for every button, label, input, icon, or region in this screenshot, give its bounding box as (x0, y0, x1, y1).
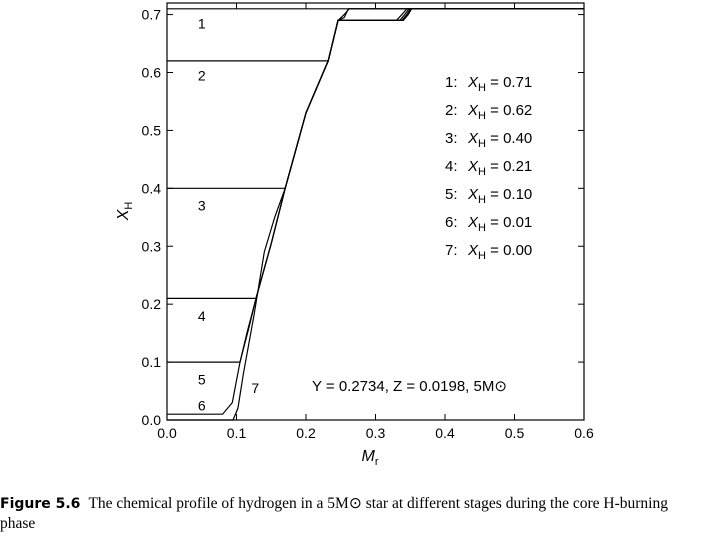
y-axis-label: XH (115, 202, 135, 222)
legend-number: 5: (445, 186, 458, 203)
legend-number: 4: (445, 158, 458, 175)
x-tick-label: 0.2 (296, 425, 316, 441)
curve-label-7: 7 (251, 380, 259, 396)
curve-labels: 1 2 3 4 5 6 7 (198, 15, 260, 413)
series-line-6 (167, 8, 584, 415)
caption-text: The chemical profile of hydrogen in a 5M… (0, 495, 668, 532)
plot-frame (166, 2, 585, 421)
curve-label-6: 6 (198, 398, 206, 414)
x-tick-label: 0.5 (505, 425, 525, 441)
hydrogen-profile-chart: 0.0 0.1 0.2 0.3 0.4 0.5 0.6 0.0 0.1 0.2 0.3 0.4 0.5 0… (115, 2, 594, 468)
series-line-2 (167, 8, 584, 62)
x-tick-label: 0.6 (574, 425, 594, 441)
y-tick-label: 0.4 (142, 180, 162, 196)
x-axis-label: Mr (362, 448, 379, 468)
x-tick-label: 0.1 (227, 425, 247, 441)
x-tick-label: 0.3 (366, 425, 386, 441)
legend-number: 2: (445, 102, 458, 119)
curve-label-2: 2 (198, 67, 206, 83)
y-tick-label: 0.5 (142, 122, 162, 138)
y-tick-label: 0.1 (142, 354, 162, 370)
parameter-annotation: Y = 0.2734, Z = 0.0198, 5M⊙ (312, 378, 507, 395)
legend-entry: XH = 0.40 (467, 130, 532, 150)
curve-label-1: 1 (198, 15, 206, 31)
legend-entry: XH = 0.71 (467, 74, 532, 94)
figure-caption: Figure 5.6 The chemical profile of hydrog… (0, 494, 704, 533)
y-tick-label: 0.3 (142, 238, 162, 254)
legend-entry: XH = 0.01 (467, 214, 532, 234)
y-tick-label: 0.6 (142, 65, 162, 81)
x-tick-label: 0.0 (157, 425, 177, 441)
curve-label-3: 3 (198, 198, 206, 214)
axis-ticks: 0.0 0.1 0.2 0.3 0.4 0.5 0.6 0.0 0.1 0.2 0.3 0.4 0.5 0… (142, 3, 594, 441)
series-layer (167, 8, 584, 421)
curve-label-5: 5 (198, 371, 206, 387)
legend-entry: XH = 0.62 (467, 102, 532, 122)
caption-label: Figure 5.6 (0, 496, 81, 512)
legend-number: 1: (445, 74, 458, 91)
y-tick-label: 0.0 (142, 412, 162, 428)
y-tick-label: 0.7 (142, 7, 162, 23)
legend-number: 3: (445, 130, 458, 147)
legend-entry: XH = 0.00 (467, 242, 532, 262)
legend-number: 7: (445, 242, 458, 259)
x-tick-label: 0.4 (435, 425, 455, 441)
curve-label-4: 4 (198, 308, 206, 324)
series-line-7 (167, 8, 584, 421)
legend-entry: XH = 0.21 (467, 158, 532, 178)
y-tick-label: 0.2 (142, 296, 162, 312)
legend: 1: XH = 0.71 2: XH = 0.62 3: XH = 0.40 4: XH = … (445, 74, 532, 262)
legend-entry: XH = 0.10 (467, 186, 532, 206)
legend-number: 6: (445, 214, 458, 231)
